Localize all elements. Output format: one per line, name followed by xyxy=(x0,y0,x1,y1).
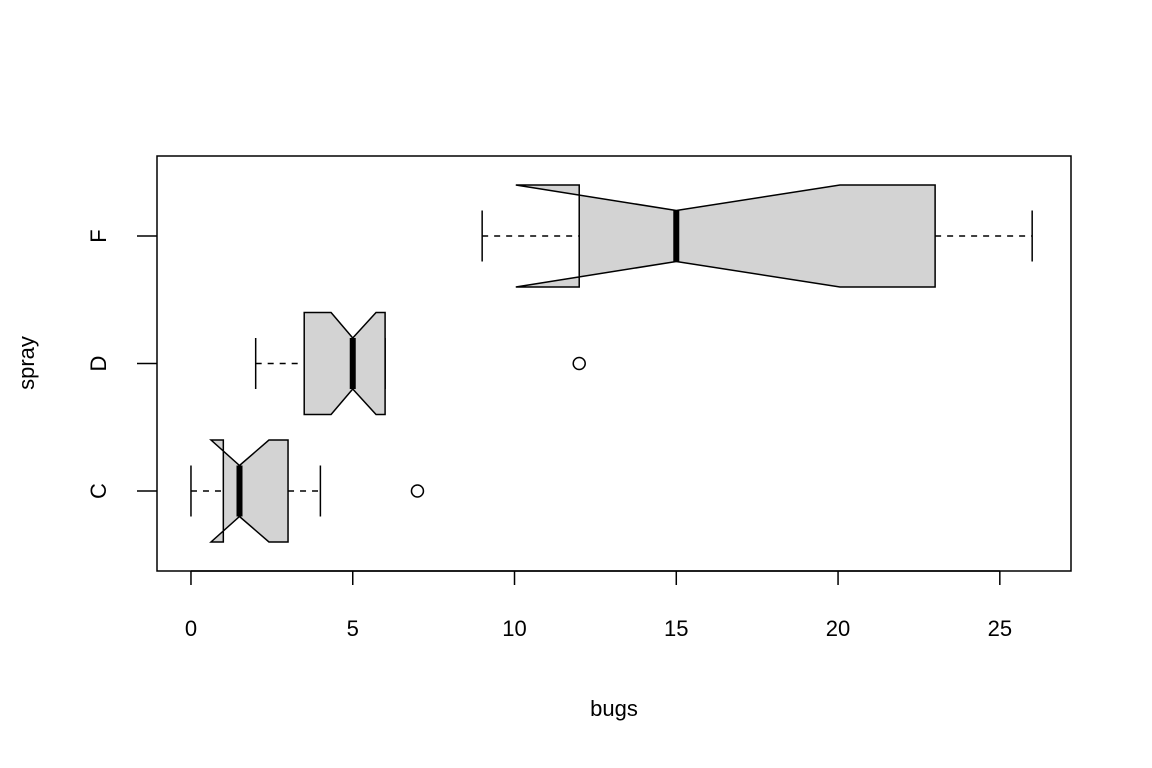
outlier xyxy=(572,356,586,371)
x-tick-label: 20 xyxy=(826,616,850,641)
x-tick-label: 25 xyxy=(988,616,1012,641)
y-axis-label: spray xyxy=(14,336,39,390)
y-tick-label: C xyxy=(86,483,111,499)
x-tick-label: 0 xyxy=(185,616,197,641)
notched-box xyxy=(303,311,386,416)
outlier xyxy=(410,484,425,498)
y-tick-label: F xyxy=(86,229,111,242)
x-tick-label: 5 xyxy=(347,616,359,641)
y-tick-label: D xyxy=(86,356,111,372)
x-tick-label: 15 xyxy=(664,616,688,641)
x-axis-label: bugs xyxy=(590,696,638,721)
x-tick-label: 10 xyxy=(502,616,526,641)
notched-box xyxy=(209,439,289,543)
notched-box xyxy=(515,184,936,288)
